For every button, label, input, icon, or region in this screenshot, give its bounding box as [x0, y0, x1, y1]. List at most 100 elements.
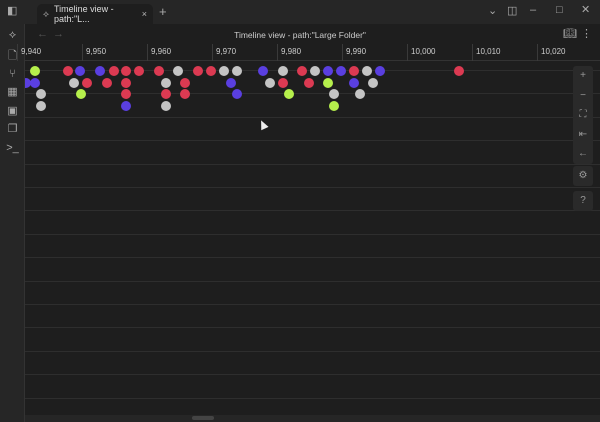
timeline-item-grey[interactable]: [218, 66, 229, 76]
scrollbar-thumb[interactable]: [192, 416, 214, 420]
timeline-item-red[interactable]: [160, 89, 171, 99]
timeline-item-green[interactable]: [283, 89, 294, 99]
timeline-item-grey[interactable]: [368, 78, 379, 88]
help-icon[interactable]: ?: [580, 195, 586, 207]
timeline-item-blue[interactable]: [30, 78, 41, 88]
new-tab-button[interactable]: +: [159, 4, 167, 19]
view-title: Timeline view - path:"Large Folder": [234, 30, 366, 40]
split-view-icon[interactable]: ◫: [507, 5, 518, 17]
axis-tick: 10,000: [407, 44, 435, 61]
title-bar: ◧ ⟡ Timeline view - path:"L... × + ⌄ ◫ –…: [0, 0, 600, 24]
timeline-item-grey[interactable]: [36, 89, 47, 99]
branch-icon[interactable]: ⑂: [9, 68, 16, 80]
timeline-item-grey[interactable]: [173, 66, 184, 76]
row-divider: [25, 374, 600, 375]
timeline-item-grey[interactable]: [264, 78, 275, 88]
timeline-item-green[interactable]: [322, 78, 333, 88]
timeline-item-grey[interactable]: [160, 78, 171, 88]
tab-timeline-view[interactable]: ⟡ Timeline view - path:"L... ×: [37, 4, 153, 24]
horizontal-scrollbar[interactable]: [25, 415, 600, 422]
timeline-item-red[interactable]: [454, 66, 464, 76]
timeline-item-red[interactable]: [82, 78, 93, 88]
ribbon: ⟡ 🗋 ⑂ ▦ ▣ ❐ >_: [0, 24, 25, 422]
timeline-item-red[interactable]: [62, 66, 73, 76]
timeline-plot[interactable]: [25, 61, 600, 415]
timeline-item-red[interactable]: [108, 66, 119, 76]
calendar-icon[interactable]: ▣: [7, 105, 18, 117]
back-button[interactable]: ←: [578, 148, 588, 160]
row-divider: [25, 304, 600, 305]
axis-tick: 9,970: [212, 44, 236, 61]
timeline-item-red[interactable]: [179, 89, 190, 99]
timeline-item-grey[interactable]: [69, 78, 80, 88]
fit-view-button[interactable]: ⛶: [579, 109, 587, 121]
timeline-item-red[interactable]: [101, 78, 112, 88]
timeline-item-red[interactable]: [121, 78, 132, 88]
timeline-item-red[interactable]: [296, 66, 307, 76]
timeline-item-red[interactable]: [121, 89, 132, 99]
timeline-item-red[interactable]: [303, 78, 314, 88]
graph-icon[interactable]: ⟡: [8, 29, 17, 41]
axis-tick: 9,980: [277, 44, 301, 61]
sidebar-toggle-icon[interactable]: ◧: [7, 5, 18, 17]
timeline-item-grey[interactable]: [277, 66, 288, 76]
forward-icon[interactable]: →: [53, 28, 64, 40]
reading-mode-icon[interactable]: 📖︎: [563, 28, 577, 40]
timeline-item-grey[interactable]: [329, 89, 340, 99]
timeline-item-red[interactable]: [348, 66, 359, 76]
timeline-item-blue[interactable]: [95, 66, 106, 76]
timeline-item-red[interactable]: [277, 78, 288, 88]
zoom-out-button[interactable]: −: [580, 89, 586, 101]
maximize-button[interactable]: □: [556, 4, 563, 16]
timeline-item-red[interactable]: [179, 78, 190, 88]
timeline-item-blue[interactable]: [335, 66, 346, 76]
timeline-item-grey[interactable]: [355, 89, 366, 99]
timeline-item-blue[interactable]: [257, 66, 268, 76]
axis-tick: 9,960: [147, 44, 171, 61]
row-divider: [25, 164, 600, 165]
timeline-item-blue[interactable]: [348, 78, 359, 88]
file-icon[interactable]: 🗋: [8, 50, 17, 62]
timeline-item-blue[interactable]: [231, 89, 242, 99]
zoom-in-button[interactable]: +: [580, 70, 586, 82]
close-window-button[interactable]: ✕: [581, 4, 591, 16]
timeline-item-blue[interactable]: [225, 78, 236, 88]
timeline-item-green[interactable]: [30, 66, 41, 76]
axis-tick: 9,950: [82, 44, 106, 61]
timeline-item-grey[interactable]: [231, 66, 242, 76]
axis-tick: 10,010: [472, 44, 500, 61]
more-options-icon[interactable]: ⋮: [581, 28, 592, 40]
grid-icon[interactable]: ▦: [7, 86, 18, 98]
terminal-icon[interactable]: >_: [6, 142, 19, 154]
timeline-item-red[interactable]: [205, 66, 216, 76]
axis-tick: 9,990: [342, 44, 366, 61]
row-divider: [25, 327, 600, 328]
timeline-icon: ⟡: [43, 8, 49, 19]
timeline-item-red[interactable]: [134, 66, 145, 76]
back-icon[interactable]: ←: [37, 28, 48, 40]
timeline-item-green[interactable]: [75, 89, 86, 99]
settings-icon[interactable]: ⚙: [578, 170, 588, 182]
timeline-item-blue[interactable]: [25, 78, 32, 88]
minimize-button[interactable]: –: [530, 4, 537, 16]
timeline-item-blue[interactable]: [75, 66, 86, 76]
timeline-item-red[interactable]: [153, 66, 164, 76]
timeline-item-blue[interactable]: [121, 101, 132, 111]
timeline-item-grey[interactable]: [309, 66, 320, 76]
timeline-item-grey[interactable]: [160, 101, 171, 111]
timeline-item-blue[interactable]: [374, 66, 385, 76]
timeline-item-green[interactable]: [329, 101, 340, 111]
settings-control: ⚙: [573, 166, 593, 186]
close-tab-button[interactable]: ×: [141, 9, 147, 19]
timeline-item-red[interactable]: [121, 66, 132, 76]
chevron-down-icon[interactable]: ⌄: [488, 5, 498, 17]
timeline-item-grey[interactable]: [361, 66, 372, 76]
timeline-item-grey[interactable]: [36, 101, 47, 111]
timeline-item-red[interactable]: [192, 66, 203, 76]
row-divider: [25, 351, 600, 352]
jump-start-button[interactable]: ⇤: [578, 128, 588, 140]
copy-icon[interactable]: ❐: [7, 123, 18, 135]
row-divider: [25, 140, 600, 141]
row-divider: [25, 93, 600, 94]
timeline-item-blue[interactable]: [322, 66, 333, 76]
